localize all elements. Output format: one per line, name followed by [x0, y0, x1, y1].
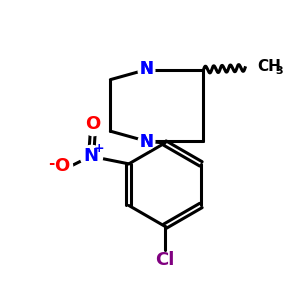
Text: N: N	[139, 60, 153, 78]
Text: O: O	[54, 157, 69, 175]
Text: -: -	[48, 156, 55, 171]
Text: Cl: Cl	[155, 251, 175, 269]
Text: N: N	[139, 60, 153, 78]
Text: +: +	[94, 142, 104, 154]
Text: N: N	[139, 133, 153, 151]
Text: CH: CH	[257, 59, 281, 74]
Text: O: O	[85, 115, 101, 133]
Text: N: N	[84, 147, 99, 165]
Text: 3: 3	[275, 66, 283, 76]
Text: N: N	[139, 133, 153, 151]
